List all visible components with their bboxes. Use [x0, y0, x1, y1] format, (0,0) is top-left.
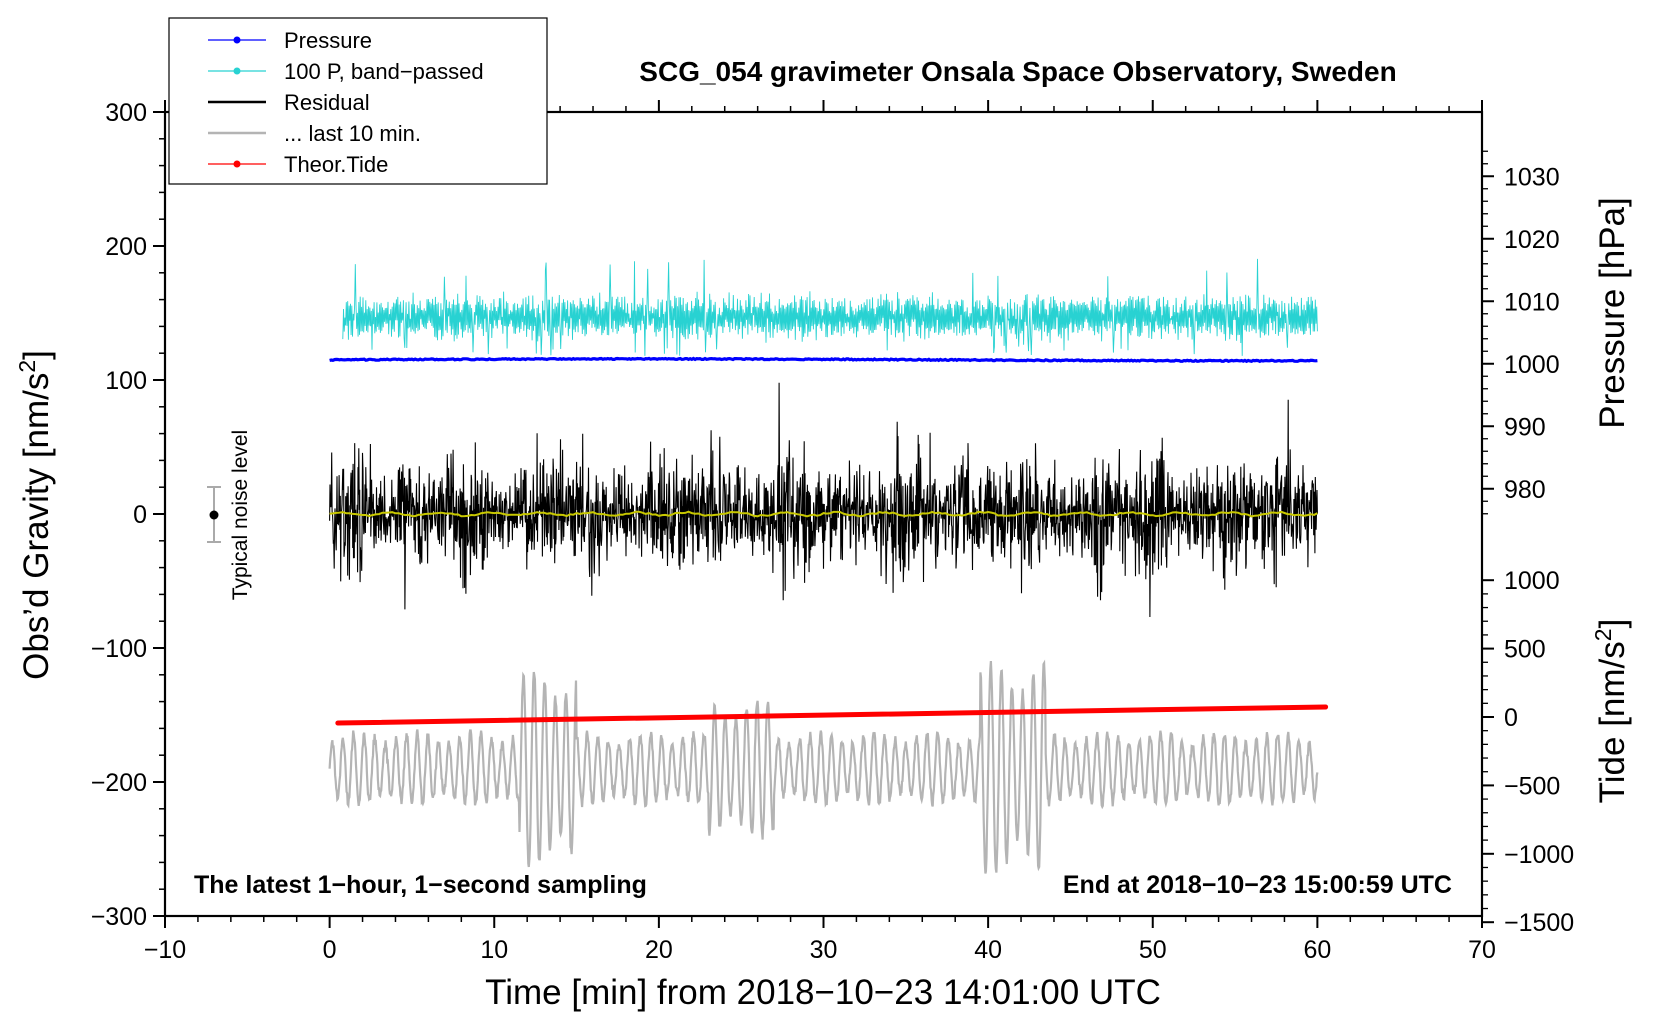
y-axis-label-tide: Tide [nm/s2]	[1590, 619, 1632, 804]
legend-marker-pressure	[233, 36, 241, 44]
right-note: End at 2018−10−23 15:00:59 UTC	[1063, 871, 1452, 899]
residual-line	[329, 382, 1318, 618]
pressure-tick-label: 1030	[1504, 163, 1560, 191]
legend-box	[168, 17, 548, 185]
legend-label-theor-tide: Theor.Tide	[284, 152, 388, 177]
x-tick-label: −10	[144, 936, 186, 964]
noise-indicator: Typical noise level	[207, 430, 252, 600]
tide-tick-label: −1500	[1504, 909, 1574, 937]
y-tick-label: 100	[105, 367, 147, 395]
residual-smoothed-line	[329, 510, 1318, 518]
tide-tick-label: 1000	[1504, 567, 1560, 595]
noise-bar-dot	[209, 510, 219, 520]
legend: Pressure 100 P, band−passed Residual ...…	[168, 17, 548, 185]
noise-label: Typical noise level	[229, 430, 252, 600]
x-axis-label: Time [min] from 2018−10−23 14:01:00 UTC	[485, 973, 1161, 1012]
y-tick-label: −300	[91, 903, 147, 931]
pressure-tick-label: 990	[1504, 413, 1546, 441]
legend-label-last-10-min: ... last 10 min.	[284, 121, 421, 146]
x-tick-label: 10	[480, 936, 508, 964]
legend-item-theor-tide: Theor.Tide	[208, 152, 388, 177]
x-tick-label: 0	[323, 936, 337, 964]
legend-item-pressure: Pressure	[208, 28, 372, 53]
x-tick-label: 20	[645, 936, 673, 964]
bandpassed-pressure-line	[342, 258, 1318, 356]
pressure-tick-label: 1000	[1504, 351, 1560, 379]
ticks-layer: −10 0 10 20 30 40 50 60 703002001000−100−200−300…	[91, 99, 1575, 964]
x-tick-label: 30	[810, 936, 838, 964]
legend-marker-bandpassed	[233, 67, 241, 75]
legend-item-last-10-min: ... last 10 min.	[208, 121, 421, 146]
pressure-tick-label: 1010	[1504, 288, 1560, 316]
y-tick-label: 0	[133, 501, 147, 529]
legend-item-residual: Residual	[208, 90, 370, 115]
x-tick-label: 60	[1303, 936, 1331, 964]
pressure-tick-label: 1020	[1504, 226, 1560, 254]
y-tick-label: −200	[91, 769, 147, 797]
y-tick-label: −100	[91, 635, 147, 663]
theor-tide-line	[335, 704, 1329, 726]
chart-title: SCG_054 gravimeter Onsala Space Observat…	[639, 56, 1396, 87]
y-axis-label-gravity: Obs’d Gravity [nm/s2]	[14, 350, 56, 680]
y-axis-label-pressure: Pressure [hPa]	[1593, 197, 1632, 429]
legend-marker-theor-tide	[233, 160, 241, 168]
pressure-tick-label: 980	[1504, 476, 1546, 504]
last-10-min-line	[328, 659, 1319, 874]
tide-tick-label: −500	[1504, 772, 1560, 800]
data-layer	[328, 258, 1329, 874]
x-tick-label: 50	[1139, 936, 1167, 964]
x-tick-label: 70	[1468, 936, 1496, 964]
tide-tick-label: 0	[1504, 704, 1518, 732]
legend-label-pressure: Pressure	[284, 28, 372, 53]
tide-tick-label: 500	[1504, 636, 1546, 664]
x-tick-label: 40	[974, 936, 1002, 964]
legend-label-bandpassed: 100 P, band−passed	[284, 59, 484, 84]
y-tick-label: 300	[105, 99, 147, 127]
y-tick-label: 200	[105, 233, 147, 261]
legend-item-bandpassed: 100 P, band−passed	[208, 59, 484, 84]
tide-tick-label: −1000	[1504, 841, 1574, 869]
left-note: The latest 1−hour, 1−second sampling	[194, 871, 647, 899]
legend-label-residual: Residual	[284, 90, 370, 115]
pressure-line	[329, 356, 1318, 364]
